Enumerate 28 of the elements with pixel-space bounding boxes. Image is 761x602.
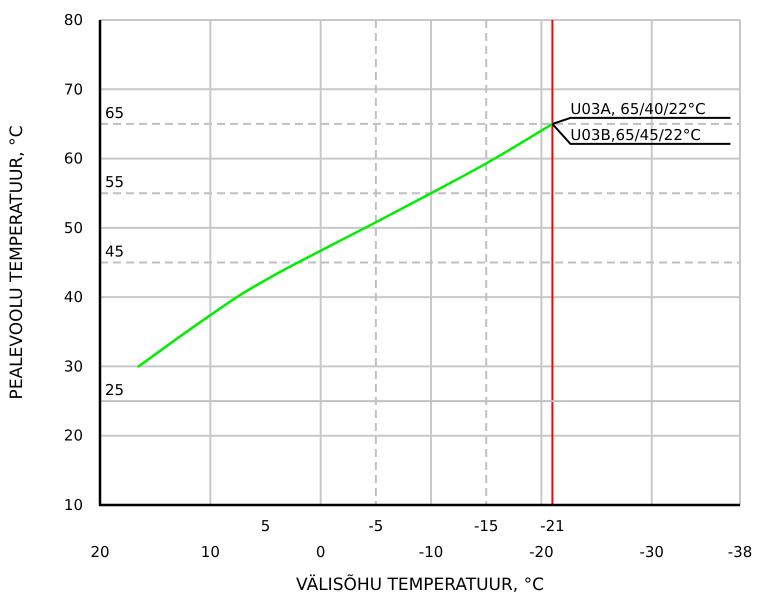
x-tick-label: -30: [639, 543, 664, 561]
ref-line-label: 45: [105, 242, 124, 260]
y-tick-label: 80: [64, 11, 83, 29]
y-tick-label: 60: [64, 150, 83, 168]
text: 5: [260, 517, 270, 535]
x-tick-label: 20: [90, 543, 110, 561]
y-axis-title: PEALEVOOLU TEMPERATUUR, °C: [7, 126, 27, 400]
annotation: U03B,65/45/22°C: [570, 126, 701, 144]
y-tick-label: 10: [64, 496, 83, 514]
y-tick-label: 30: [64, 357, 83, 376]
y-tick-label: 70: [64, 80, 83, 98]
ref-line-label: 55: [105, 173, 124, 192]
ref-line-label: -15: [474, 517, 498, 535]
ref-line-label: -5: [368, 517, 384, 535]
x-tick-label: -38: [728, 543, 752, 561]
x-tick-label: -20: [529, 543, 554, 561]
annotation: U03A, 65/40/22°C: [570, 100, 706, 118]
x-tick-label: 0: [316, 543, 326, 561]
line-series: [137, 122, 554, 368]
y-tick-label: 40: [64, 288, 83, 306]
y-tick-label: 50: [64, 218, 83, 237]
x-tick-label: -10: [418, 543, 444, 561]
y-tick-label: 20: [64, 426, 83, 445]
ref-line-label: -21: [540, 517, 565, 535]
ref-line-label: 65: [105, 104, 124, 122]
x-axis-title: VÄLISÕHU TEMPERATUUR, °C: [296, 574, 544, 595]
ref-line-label: 25: [105, 381, 124, 400]
x-tick-label: 10: [200, 543, 220, 561]
